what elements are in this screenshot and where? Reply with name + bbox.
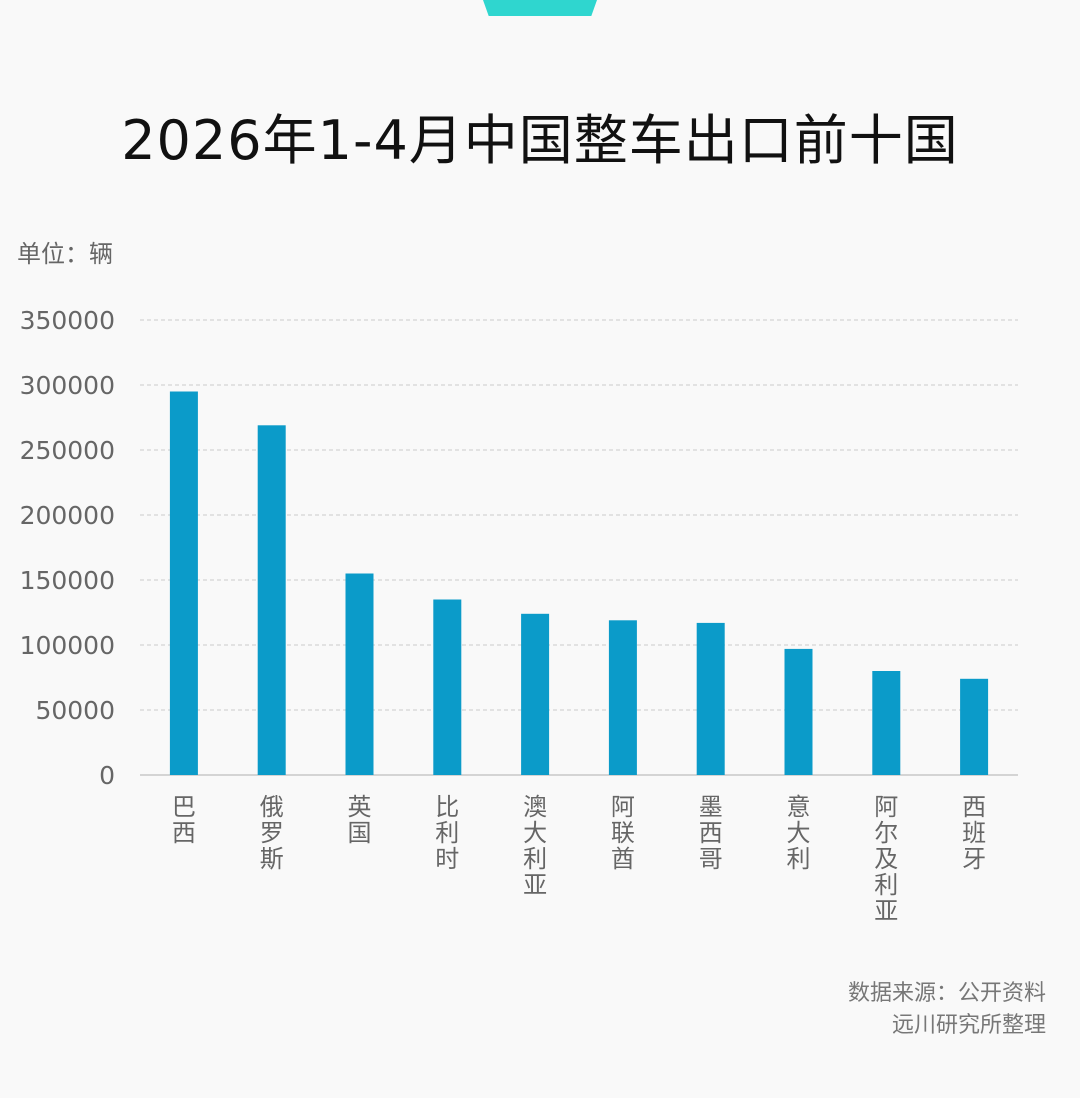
x-tick-label: 澳大利亚 [523,793,547,899]
source-note: 数据来源：公开资料 远川研究所整理 [848,978,1046,1042]
y-tick-label: 350000 [20,306,115,335]
x-tick-label: 英国 [348,793,372,847]
accent-tab [483,0,597,16]
bar [345,573,374,775]
bar [960,678,989,775]
y-tick-label: 0 [99,761,115,790]
x-tick-label: 西班牙 [962,793,986,873]
x-tick-label: 阿联酋 [611,793,635,873]
y-tick-label: 150000 [20,566,115,595]
bar [433,599,462,775]
x-tick-label: 意大利 [787,793,811,873]
x-tick-label: 比利时 [435,793,459,873]
bar [784,648,813,775]
bar [696,622,725,775]
x-tick-label: 俄罗斯 [260,793,284,873]
y-tick-label: 200000 [20,501,115,530]
bar [521,613,550,775]
bar [169,391,198,775]
chart-title: 2026年1-4月中国整车出口前十国 [121,109,959,172]
unit-label: 单位：辆 [17,240,113,268]
source-line-2: 远川研究所整理 [891,1013,1046,1038]
bar [608,620,637,775]
x-tick-label: 阿尔及利亚 [874,793,898,925]
x-tick-label: 墨西哥 [699,793,723,873]
bar [257,425,286,775]
y-tick-label: 300000 [20,371,115,400]
y-tick-label: 100000 [20,631,115,660]
bar [872,671,901,775]
source-line-1: 数据来源：公开资料 [847,981,1046,1006]
y-tick-label: 50000 [35,696,115,725]
y-tick-label: 250000 [20,436,115,465]
x-tick-label: 巴西 [172,793,196,847]
